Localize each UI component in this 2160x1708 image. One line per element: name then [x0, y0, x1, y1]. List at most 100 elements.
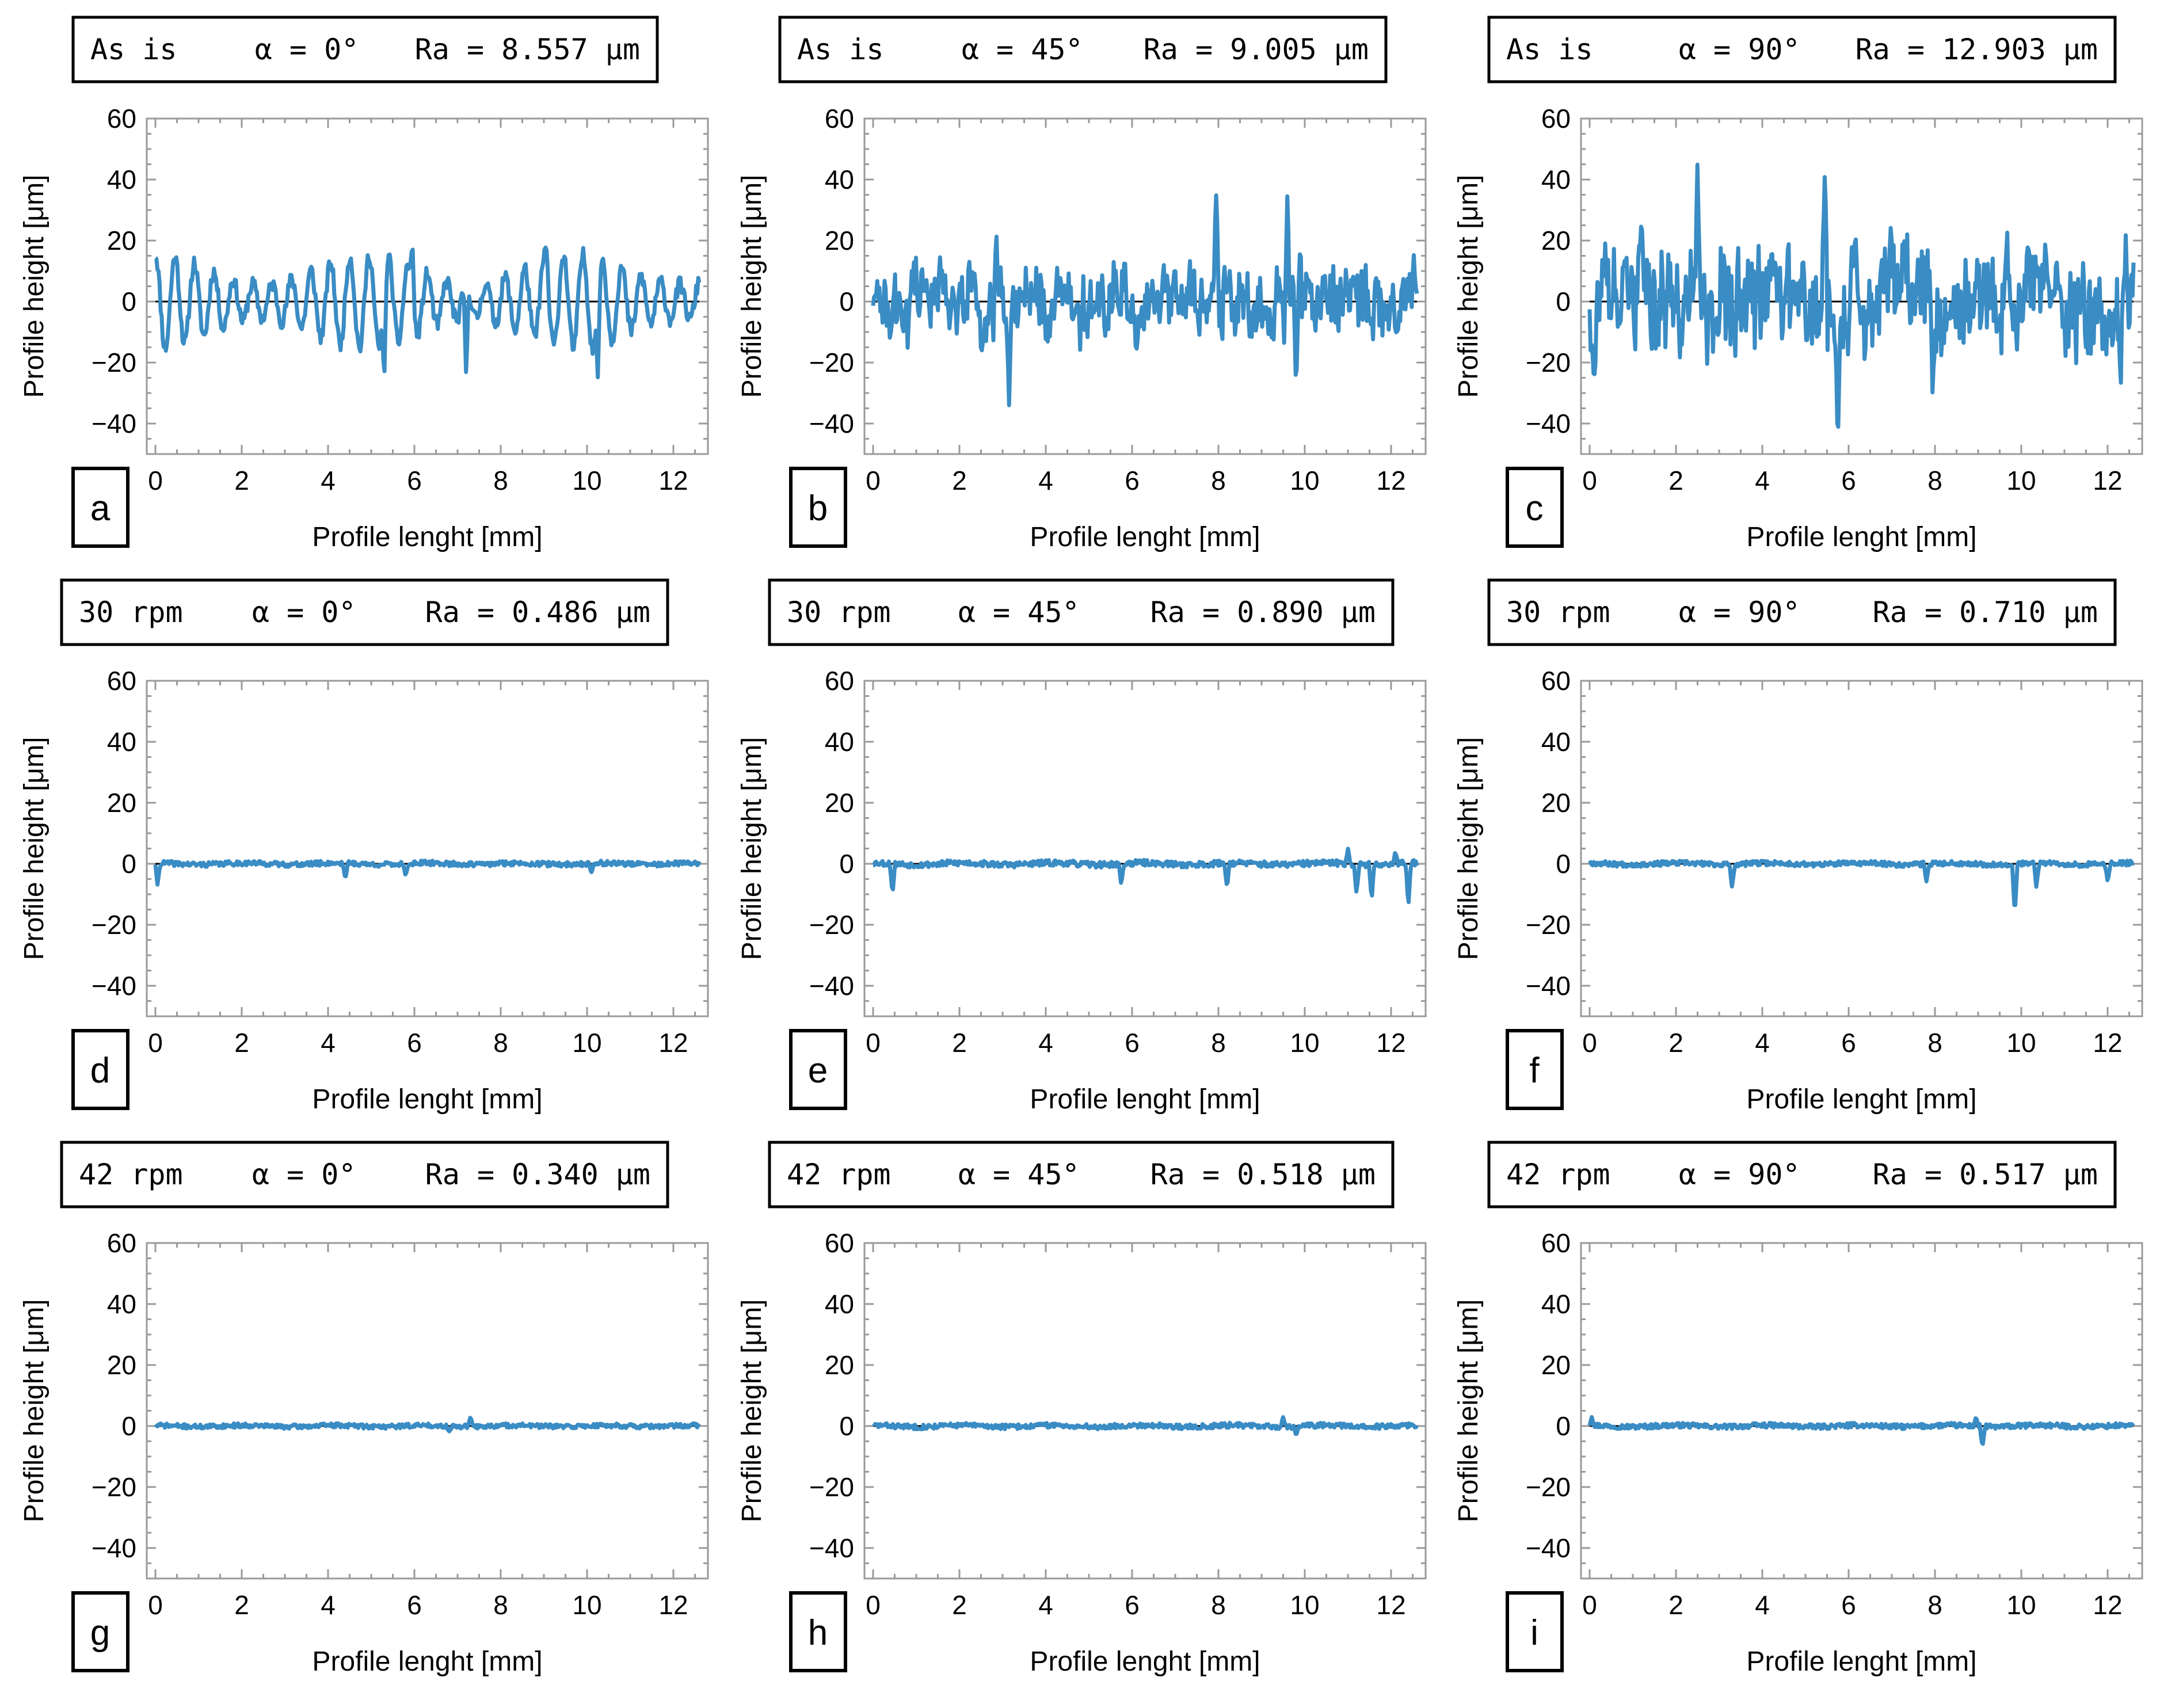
y-tick-label: 20	[1541, 1350, 1571, 1380]
y-tick-label: 60	[825, 666, 854, 696]
y-tick-label: −40	[809, 409, 854, 439]
x-tick-label: 0	[866, 466, 881, 495]
x-tick-label: 10	[572, 1028, 601, 1058]
y-tick-label: 20	[1541, 226, 1571, 256]
panel-title-box	[768, 578, 1395, 646]
y-axis-label: Profile height [μm]	[1453, 737, 1484, 960]
y-tick-label: 20	[825, 788, 854, 818]
profile-series-line	[1587, 1415, 2135, 1446]
panel-ra-value: Ra = 0.340 μm	[425, 1158, 650, 1191]
x-tick-label: 4	[1038, 1590, 1053, 1620]
x-tick-label: 4	[321, 1590, 336, 1620]
panel-condition: As is	[797, 33, 884, 66]
panel-ra-value: Ra = 0.890 μm	[1151, 596, 1376, 629]
panel-letter-box	[789, 1029, 847, 1110]
profile-panel-c: As is α = 90° Ra = 12.903 μm 0 2 4 6 8 10 12 −40 −2…	[1453, 16, 2143, 552]
panel-ra-value: Ra = 8.557 μm	[415, 33, 640, 66]
y-tick-label: 40	[825, 165, 854, 195]
y-tick-label: 20	[1541, 788, 1571, 818]
x-tick-label: 12	[1376, 466, 1405, 495]
panel-angle: α = 0°	[252, 596, 356, 629]
y-axis-label: Profile height [μm]	[19, 1299, 49, 1523]
y-tick-label: 40	[825, 1289, 854, 1319]
profile-series-line	[871, 193, 1419, 407]
profile-panel-e: 30 rpm α = 45° Ra = 0.890 μm 0 2 4 6 8 10 12 −40 −2…	[737, 578, 1427, 1115]
y-tick-label: −20	[809, 910, 854, 940]
y-axis-label: Profile height [μm]	[737, 737, 767, 960]
y-axis-label: Profile height [μm]	[1453, 175, 1484, 398]
y-tick-label: −20	[92, 348, 136, 378]
panel-ra-value: Ra = 12.903 μm	[1856, 33, 2098, 66]
x-tick-label: 8	[1927, 1028, 1942, 1058]
panel-letter: c	[1526, 489, 1544, 528]
y-tick-label: −20	[1526, 910, 1571, 940]
y-tick-label: 0	[121, 287, 136, 317]
x-tick-label: 2	[1668, 1590, 1683, 1620]
panel-condition: 42 rpm	[79, 1158, 183, 1191]
panel-condition: 30 rpm	[1506, 596, 1610, 629]
panel-letter: a	[90, 489, 111, 528]
profile-series-line	[154, 1416, 701, 1434]
y-tick-label: −20	[1526, 1472, 1571, 1502]
x-tick-label: 4	[321, 1028, 336, 1058]
x-tick-label: 12	[658, 1590, 688, 1620]
x-tick-label: 12	[2093, 1028, 2122, 1058]
x-tick-label: 4	[1755, 1590, 1770, 1620]
panel-letter-box	[71, 467, 129, 548]
x-tick-label: 6	[407, 466, 422, 495]
x-tick-label: 2	[234, 1028, 249, 1058]
y-tick-label: −20	[809, 1472, 854, 1502]
y-tick-label: 20	[825, 1350, 854, 1380]
y-tick-label: 0	[839, 287, 854, 317]
x-tick-label: 8	[493, 466, 508, 495]
panel-letter: h	[808, 1613, 828, 1653]
y-tick-label: 60	[107, 666, 136, 696]
panel-letter-box	[71, 1591, 129, 1672]
panel-letter-box	[789, 1591, 847, 1672]
x-tick-label: 6	[1125, 1590, 1140, 1620]
x-tick-label: 2	[234, 466, 249, 495]
panel-letter: e	[808, 1051, 828, 1091]
x-tick-label: 0	[866, 1028, 881, 1058]
x-tick-label: 10	[2006, 1028, 2036, 1058]
y-axis-label: Profile height [μm]	[19, 175, 49, 398]
y-tick-label: 60	[825, 104, 854, 134]
plot-frame	[146, 680, 709, 1017]
x-tick-label: 10	[2006, 1590, 2036, 1620]
x-tick-label: 8	[1927, 1590, 1942, 1620]
panel-title-box	[60, 578, 669, 646]
y-axis-label: Profile height [μm]	[737, 175, 767, 398]
y-tick-label: 0	[121, 1411, 136, 1441]
plot-frame	[146, 1242, 709, 1580]
panel-letter: b	[808, 489, 828, 528]
y-tick-label: 0	[121, 849, 136, 879]
y-tick-label: 40	[107, 727, 136, 757]
y-tick-label: −20	[92, 1472, 136, 1502]
profile-series-line	[154, 245, 702, 380]
y-tick-label: −40	[809, 1533, 854, 1563]
panel-angle: α = 45°	[958, 596, 1080, 629]
x-tick-label: 0	[148, 1028, 163, 1058]
profile-panel-d: 30 rpm α = 0° Ra = 0.486 μm 0 2 4 6 8 10 12 −40 −20…	[19, 578, 709, 1115]
y-axis-label: Profile height [μm]	[1453, 1299, 1484, 1523]
x-tick-label: 0	[148, 1590, 163, 1620]
panel-angle: α = 0°	[255, 33, 359, 66]
panel-title-box	[1487, 16, 2117, 83]
x-tick-label: 2	[1668, 466, 1683, 495]
x-tick-label: 8	[1211, 1028, 1226, 1058]
y-tick-label: −20	[809, 348, 854, 378]
y-tick-label: 40	[1541, 727, 1571, 757]
x-tick-label: 4	[1755, 1028, 1770, 1058]
x-tick-label: 4	[321, 466, 336, 495]
panel-ra-value: Ra = 0.710 μm	[1873, 596, 2098, 629]
y-tick-label: 20	[107, 1350, 136, 1380]
profile-panel-h: 42 rpm α = 45° Ra = 0.518 μm 0 2 4 6 8 10 12 −40 −2…	[737, 1141, 1427, 1677]
x-tick-label: 0	[1582, 1590, 1597, 1620]
x-tick-label: 10	[1290, 1590, 1319, 1620]
x-tick-label: 4	[1038, 466, 1053, 495]
x-tick-label: 6	[1125, 1028, 1140, 1058]
panel-letter-box	[1506, 467, 1564, 548]
y-tick-label: 60	[1541, 666, 1571, 696]
y-tick-label: −40	[92, 1533, 136, 1563]
